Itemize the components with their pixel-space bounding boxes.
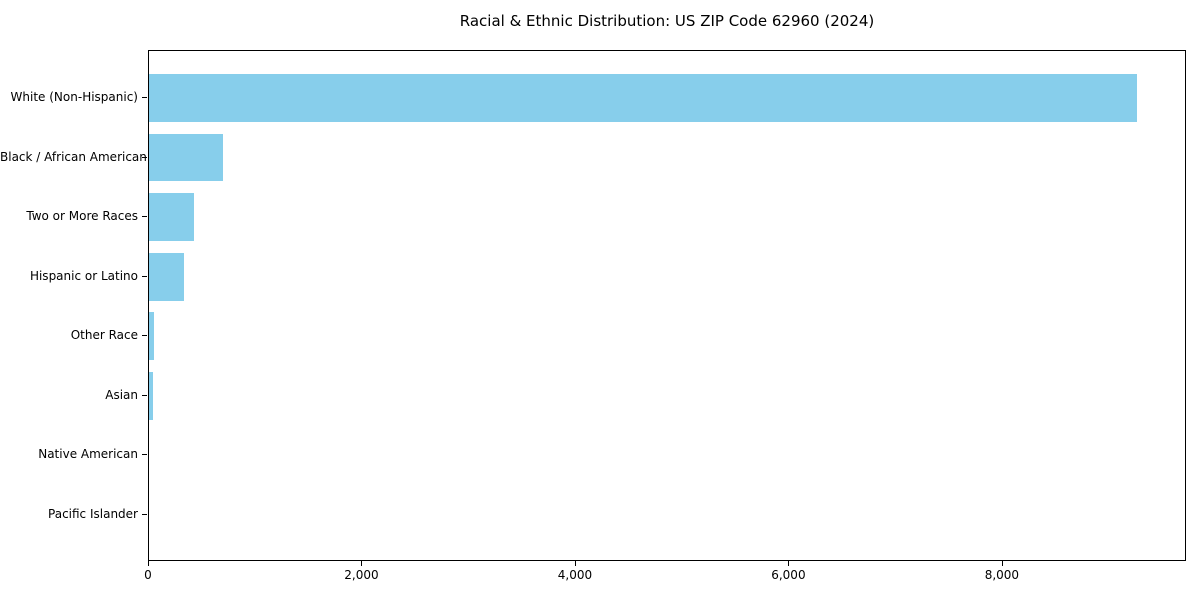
y-tick-label-black-african-american: Black / African American (0, 149, 147, 164)
bar-asian (149, 372, 154, 420)
x-tick-label: 0 (144, 568, 152, 582)
x-tick-mark (148, 561, 149, 566)
y-tick-label-hispanic-or-latino: Hispanic or Latino (29, 268, 138, 283)
y-tick-label-pacific-islander: Pacific Islander (48, 506, 138, 521)
y-tick-mark (142, 275, 147, 277)
y-tick-mark (142, 454, 147, 456)
y-tick-mark (142, 394, 147, 396)
y-tick-label-other-race: Other Race (70, 328, 138, 343)
chart-title: Racial & Ethnic Distribution: US ZIP Cod… (459, 12, 875, 30)
bar-two-or-more-races (149, 193, 195, 241)
y-tick-label-native-american: Native American (38, 447, 138, 462)
x-tick-mark (574, 561, 576, 566)
y-tick-mark (142, 156, 147, 158)
y-tick-label-white-non-hispanic: White (Non-Hispanic) (10, 90, 138, 105)
x-tick-mark (788, 561, 790, 566)
y-tick-label-two-or-more-races: Two or More Races (26, 209, 138, 224)
bar-black-african-american (149, 133, 224, 182)
y-tick-mark (142, 97, 147, 99)
x-tick-label: 4,000 (557, 568, 593, 582)
bar-other-race (149, 312, 155, 361)
x-tick-label: 6,000 (771, 568, 806, 582)
y-tick-mark (142, 513, 147, 515)
y-tick-mark (142, 216, 147, 218)
y-tick-mark (142, 335, 147, 337)
x-tick-label: 2,000 (344, 568, 379, 582)
x-tick-mark (1001, 561, 1003, 566)
x-tick-label: 8,000 (984, 568, 1020, 582)
x-tick-mark (361, 561, 363, 566)
bar-white-non-hispanic (149, 74, 1138, 122)
y-tick-label-asian: Asian (105, 387, 138, 402)
plot-area (148, 50, 1186, 561)
bar-hispanic-or-latino (149, 252, 185, 301)
